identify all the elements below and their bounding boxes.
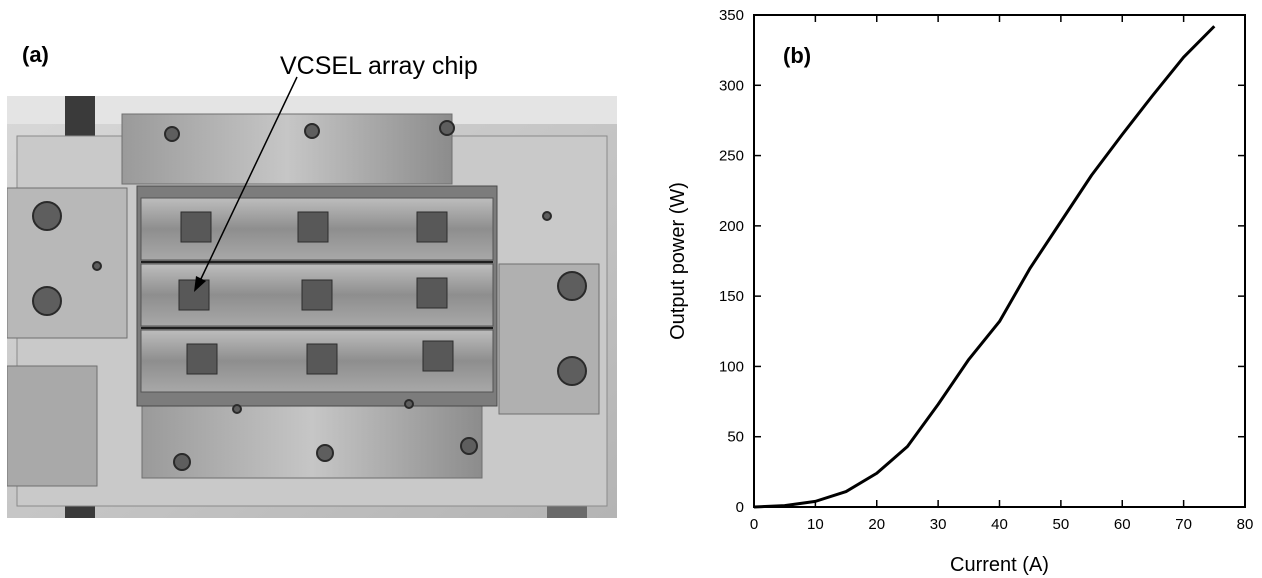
- x-tick-label: 30: [930, 516, 947, 533]
- y-tick-label: 350: [719, 7, 744, 24]
- y-tick-label: 250: [719, 148, 744, 165]
- x-tick-label: 60: [1114, 516, 1131, 533]
- y-tick-label: 100: [719, 358, 744, 375]
- y-axis-title: Output power (W): [667, 182, 689, 340]
- x-tick-label: 80: [1237, 516, 1254, 533]
- x-tick-label: 10: [807, 516, 824, 533]
- panel-a-label: (a): [22, 42, 49, 67]
- y-tick-label: 200: [719, 218, 744, 235]
- y-tick-label: 150: [719, 288, 744, 305]
- plot-frame: [753, 14, 1246, 508]
- vcsel-module-photo: [6, 96, 617, 518]
- vcsel-array-chip-annotation: VCSEL array chip: [280, 52, 478, 80]
- vcsel-module-photo-image: [6, 96, 617, 518]
- y-tick-label: 0: [736, 499, 744, 516]
- series-line: [753, 25, 1216, 509]
- x-tick-label: 40: [991, 516, 1008, 533]
- x-tick-label: 0: [750, 516, 758, 533]
- y-tick-label: 50: [727, 429, 744, 446]
- x-tick-label: 50: [1053, 516, 1070, 533]
- panel-b-label: (b): [783, 43, 811, 68]
- y-tick-label: 300: [719, 77, 744, 94]
- x-axis-title: Current (A): [950, 554, 1049, 576]
- x-tick-label: 20: [868, 516, 885, 533]
- x-tick-label: 70: [1175, 516, 1192, 533]
